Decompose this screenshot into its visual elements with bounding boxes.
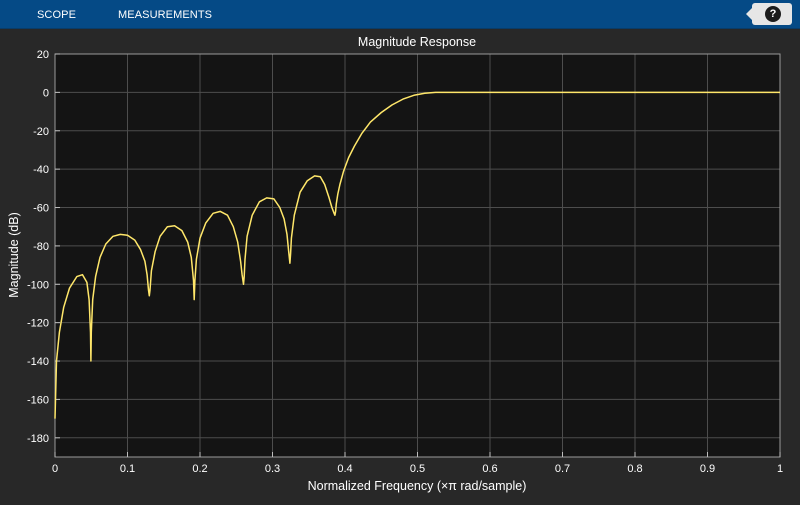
x-tick-label: 1	[777, 463, 783, 475]
y-tick-label: -180	[27, 433, 49, 445]
x-axis-label: Normalized Frequency (×π rad/sample)	[308, 479, 527, 493]
x-tick-label: 0.6	[482, 463, 497, 475]
y-tick-label: -60	[33, 203, 49, 215]
y-tick-labels: 20 0 -20 -40 -60 -80 -100 -120 -140 -160 -180	[27, 49, 49, 445]
y-gridlines	[55, 53, 780, 439]
x-tick-label: 0	[52, 463, 58, 475]
y-tick-label: -120	[27, 318, 49, 330]
x-tick-label: 0.8	[627, 463, 642, 475]
tab-measurements[interactable]: MEASUREMENTS	[118, 9, 213, 21]
y-tick-label: 20	[37, 49, 49, 61]
x-tick-labels: 0 0.1 0.2 0.3 0.4 0.5 0.6 0.7 0.8 0.9 1	[52, 463, 783, 475]
x-tick-label: 0.9	[700, 463, 715, 475]
toolstrip: SCOPE MEASUREMENTS ?	[0, 0, 800, 29]
y-tick-label: 0	[43, 87, 49, 99]
help-icon: ?	[765, 6, 781, 22]
y-tick-label: -80	[33, 241, 49, 253]
help-button[interactable]: ?	[752, 3, 792, 25]
x-tick-label: 0.4	[337, 463, 352, 475]
y-axis-label: Magnitude (dB)	[7, 212, 21, 297]
y-tick-label: -100	[27, 279, 49, 291]
x-tick-label: 0.1	[120, 463, 135, 475]
magnitude-response-chart[interactable]: 0 0.1 0.2 0.3 0.4 0.5 0.6 0.7 0.8 0.9 1 20 0 -20 -40 -…	[0, 29, 800, 500]
x-tick-label: 0.7	[555, 463, 570, 475]
plot-area: 0 0.1 0.2 0.3 0.4 0.5 0.6 0.7 0.8 0.9 1 20 0 -20 -40 -…	[0, 29, 800, 500]
y-tick-label: -20	[33, 126, 49, 138]
y-tick-label: -160	[27, 394, 49, 406]
x-tick-label: 0.5	[410, 463, 425, 475]
y-tick-label: -40	[33, 164, 49, 176]
x-tick-label: 0.3	[265, 463, 280, 475]
tab-scope[interactable]: SCOPE	[37, 9, 77, 21]
y-tick-label: -140	[27, 356, 49, 368]
x-tick-label: 0.2	[192, 463, 207, 475]
magnitude-response-line	[54, 91, 780, 419]
x-tick-marks	[54, 452, 781, 457]
chart-title: Magnitude Response	[358, 35, 476, 49]
